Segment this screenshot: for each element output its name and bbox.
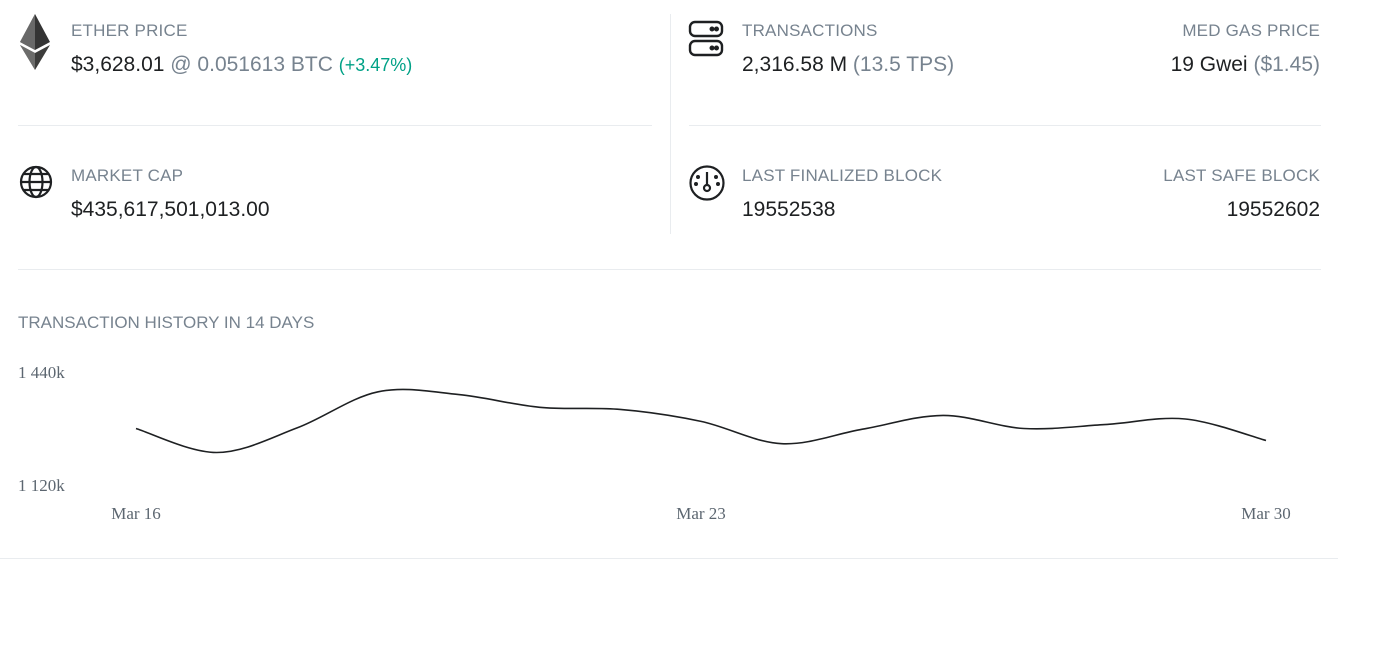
data-point[interactable] — [453, 389, 465, 401]
last-safe-block-label: LAST SAFE BLOCK — [1163, 166, 1320, 185]
x-tick-label: Mar 16 — [111, 504, 161, 523]
x-tick-label: Mar 30 — [1241, 504, 1291, 523]
transactions-tps: (13.5 TPS) — [852, 53, 955, 76]
data-point[interactable] — [856, 423, 868, 435]
ether-price-usd[interactable]: $3,628.01 — [71, 53, 165, 76]
divider — [18, 125, 652, 126]
data-point[interactable] — [211, 447, 223, 459]
data-point[interactable] — [1179, 413, 1191, 425]
data-point[interactable] — [695, 415, 707, 427]
server-icon — [688, 20, 724, 63]
last-finalized-block-value[interactable]: 19552538 — [742, 198, 836, 221]
data-point[interactable] — [1018, 423, 1030, 435]
transactions-count[interactable]: 2,316.58 M — [742, 53, 848, 76]
transaction-history-chart[interactable]: 1 440k 1 120k Mar 16 Mar 23 Mar 30 — [0, 355, 1338, 535]
divider — [689, 125, 1321, 126]
data-point[interactable] — [937, 409, 949, 421]
y-tick-label: 1 120k — [18, 476, 65, 495]
ether-price-label: ETHER PRICE — [71, 21, 188, 40]
med-gas-price-label: MED GAS PRICE — [1182, 21, 1320, 40]
market-cap-label: MARKET CAP — [71, 166, 184, 185]
globe-icon — [19, 165, 53, 204]
med-gas-price-stat: MED GAS PRICE 19 Gwei ($1.45) — [1171, 21, 1320, 77]
divider-vertical — [670, 14, 671, 234]
data-point[interactable] — [130, 423, 142, 435]
data-point[interactable] — [1260, 435, 1272, 447]
data-point[interactable] — [776, 438, 788, 450]
chart-title: TRANSACTION HISTORY IN 14 DAYS — [18, 313, 315, 332]
ether-price-change: (+3.47%) — [338, 55, 413, 75]
market-cap-value: $435,617,501,013.00 — [71, 198, 270, 221]
data-point[interactable] — [372, 386, 384, 398]
transactions-stat: TRANSACTIONS 2,316.58 M (13.5 TPS) — [742, 21, 954, 77]
ethereum-icon — [20, 14, 50, 75]
divider — [18, 269, 1321, 270]
series-line — [135, 388, 1267, 454]
ether-price-btc: @ 0.051613 BTC — [170, 53, 333, 76]
last-finalized-block-label: LAST FINALIZED BLOCK — [742, 166, 943, 185]
med-gas-price-gwei[interactable]: 19 Gwei — [1170, 53, 1248, 76]
gauge-icon — [688, 163, 726, 208]
last-safe-block-value[interactable]: 19552602 — [1226, 198, 1320, 221]
med-gas-price-value[interactable]: 19 Gwei ($1.45) — [1171, 53, 1320, 77]
med-gas-price-usd: ($1.45) — [1253, 53, 1320, 76]
ether-price-stat: ETHER PRICE $3,628.01 @ 0.051613 BTC (+3… — [71, 21, 412, 77]
data-point[interactable] — [614, 403, 626, 415]
data-point[interactable] — [534, 401, 546, 413]
last-finalized-block-stat: LAST FINALIZED BLOCK 19552538 — [742, 166, 942, 222]
transactions-label: TRANSACTIONS — [742, 21, 878, 40]
transactions-value[interactable]: 2,316.58 M (13.5 TPS) — [742, 53, 954, 77]
data-point[interactable] — [1099, 419, 1111, 431]
data-point[interactable] — [291, 422, 303, 434]
y-tick-label: 1 440k — [18, 363, 65, 382]
market-cap-stat: MARKET CAP $435,617,501,013.00 — [71, 166, 270, 222]
x-tick-label: Mar 23 — [676, 504, 726, 523]
ether-price-value[interactable]: $3,628.01 @ 0.051613 BTC (+3.47%) — [71, 53, 412, 77]
stats-card: ETHER PRICE $3,628.01 @ 0.051613 BTC (+3… — [0, 14, 1338, 559]
last-safe-block-stat: LAST SAFE BLOCK 19552602 — [1163, 166, 1320, 222]
